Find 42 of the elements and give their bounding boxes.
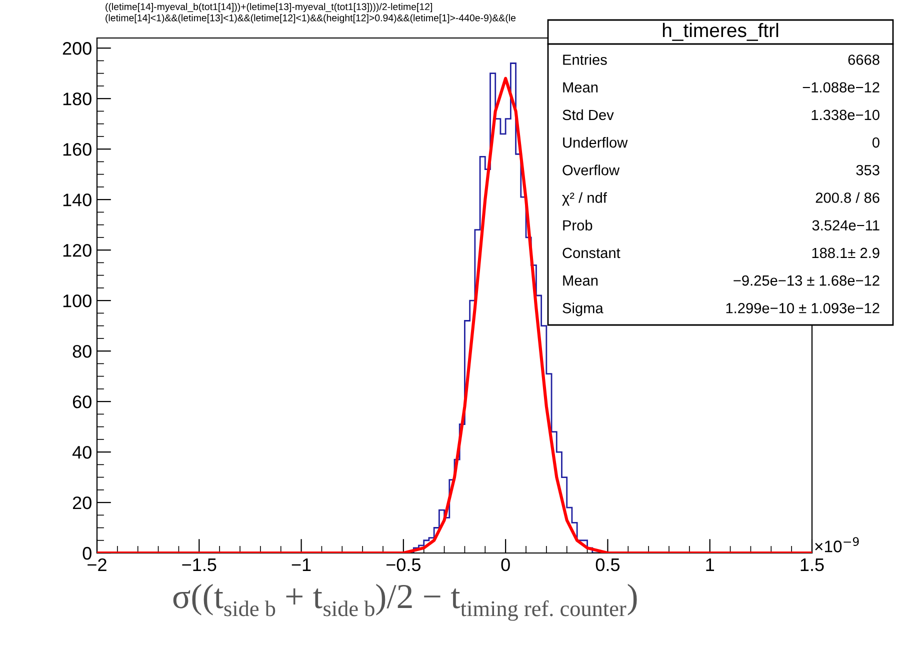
y-tick-label: 140 <box>63 194 92 206</box>
annotation: Mean <box>563 276 598 286</box>
x-tick-label: 0 <box>501 558 510 572</box>
annotation: −1.088e−12 <box>802 82 880 93</box>
text: 200.8 / 86 <box>816 192 880 203</box>
annotation: Prob <box>563 220 592 231</box>
annotation: Underflow <box>563 137 628 148</box>
x-tick-label: 0.5 <box>596 558 620 572</box>
chart-title: ((letime[14]-myeval_b(tot1[14]))+(letime[13]-myeval_t(tot1[13])))/2-letime[12] (letime[14]<1)&&(letime[13]<1)&&(letime[12]<1)&&(height[12]>0.94)&&(letime[1]>-440e-9)&&(le <box>106 3 516 24</box>
y-tick-label: 40 <box>72 446 92 459</box>
y-tick-label: 100 <box>63 294 92 308</box>
annotation: Std Dev <box>562 109 614 120</box>
y-tick-label: 180 <box>63 92 92 106</box>
x-tick-label: 1.5 <box>800 558 824 572</box>
y-tick-label: 0 <box>82 546 92 560</box>
annotation: χ² / ndf <box>562 192 607 206</box>
x-tick-label: −2 <box>88 558 106 571</box>
y-tick-label: 200 <box>62 42 92 55</box>
y-tick-label: 160 <box>63 143 92 156</box>
y-tick-label: 60 <box>72 395 92 408</box>
annotation: 1.338e−10 <box>812 110 880 120</box>
text: ×10$^{−9}$ <box>815 537 859 552</box>
annotation: Constant <box>562 248 620 258</box>
annotation: Entries <box>563 54 607 65</box>
y-tick-label: 80 <box>72 344 92 358</box>
x-tick-label: −1 <box>292 558 311 571</box>
x-tick-label: −1.5 <box>182 558 216 572</box>
annotation: h_timeres_ftrl <box>662 22 778 41</box>
text: 353 <box>856 164 880 176</box>
annotation: 1.299e−10 ± 1.093e−12 <box>726 302 880 314</box>
annotation: Overflow <box>562 164 620 176</box>
y-tick-label: 20 <box>72 496 92 510</box>
x-tick-label: −0.5 <box>386 558 420 572</box>
x-tick-label: 1 <box>706 558 714 571</box>
text: 188.1± 2.9 <box>812 248 880 258</box>
annotation: −9.25e−13 ± 1.68e−12 <box>734 275 880 286</box>
text: 6668 <box>848 54 880 65</box>
y-tick-label: 120 <box>63 244 92 257</box>
text: 0 <box>872 137 880 148</box>
text: 3.524e−11 <box>812 220 880 231</box>
annotation: Sigma <box>562 302 604 316</box>
annotation: Mean <box>563 82 598 93</box>
